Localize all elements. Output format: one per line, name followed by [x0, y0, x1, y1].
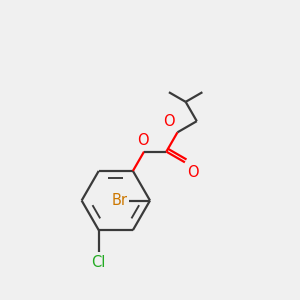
- Text: Br: Br: [112, 193, 128, 208]
- Text: O: O: [137, 133, 148, 148]
- Text: Cl: Cl: [92, 255, 106, 270]
- Text: O: O: [164, 114, 175, 129]
- Text: O: O: [187, 165, 199, 180]
